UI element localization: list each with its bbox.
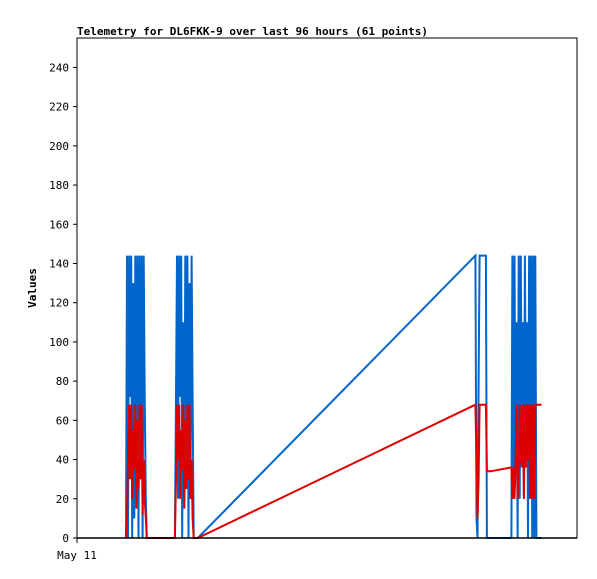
- y-tick-label: 120: [49, 297, 69, 310]
- y-tick-label: 100: [49, 336, 69, 349]
- series-line-1: [125, 253, 542, 539]
- x-tick-label: May 11: [57, 549, 97, 562]
- y-tick-label: 0: [62, 532, 69, 545]
- y-tick-label: 40: [56, 454, 69, 467]
- y-tick-label: 160: [49, 218, 69, 231]
- y-tick-label: 60: [56, 414, 69, 427]
- y-axis-ticks: 0 20 40 60 80 100 120 140 160 180 200 220 240: [49, 61, 77, 545]
- series-layer: [77, 253, 577, 539]
- y-tick-label: 20: [56, 493, 69, 506]
- y-tick-label: 80: [56, 375, 69, 388]
- y-axis-label: Values: [26, 268, 39, 308]
- chart-title: Telemetry for DL6FKK-9 over last 96 hour…: [77, 25, 428, 38]
- y-tick-label: 220: [49, 101, 69, 114]
- y-tick-label: 240: [49, 61, 69, 74]
- y-tick-label: 180: [49, 179, 69, 192]
- x-axis-ticks: May 11: [57, 538, 97, 562]
- series-line-2: [125, 403, 542, 539]
- plot-frame: [76, 37, 578, 539]
- y-tick-label: 140: [49, 257, 69, 270]
- y-tick-label: 200: [49, 140, 69, 153]
